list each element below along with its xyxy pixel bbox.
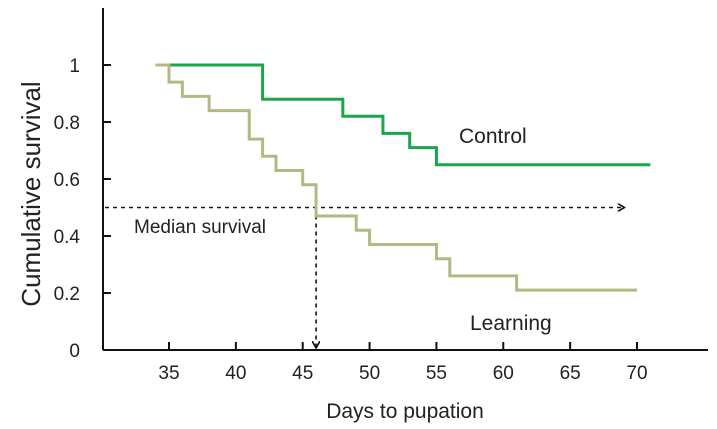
axes [102, 8, 708, 351]
y-tick-label: 0 [69, 341, 80, 362]
y-tick-label: 0.2 [54, 284, 80, 305]
series-line-learning [155, 63, 637, 292]
series-lines [155, 63, 651, 292]
labels: Days to pupation Cumulative survival Med… [16, 81, 552, 423]
x-tick-label: 65 [560, 363, 581, 384]
x-tick-label: 50 [359, 363, 380, 384]
x-ticks: 35 40 45 50 55 60 65 70 [158, 342, 648, 384]
y-axis-title: Cumulative survival [16, 81, 46, 306]
series-label-control: Control [459, 125, 527, 148]
x-tick-label: 60 [493, 363, 514, 384]
y-tick-label: 0.8 [54, 113, 80, 134]
x-tick-label: 55 [426, 363, 447, 384]
series-line-control [155, 63, 651, 167]
y-tick-label: 0.4 [54, 227, 81, 248]
y-tick-label: 0.6 [54, 170, 80, 191]
x-tick-label: 45 [292, 363, 313, 384]
y-ticks: 0 0.2 0.4 0.6 0.8 1 [54, 56, 111, 362]
x-tick-label: 35 [158, 363, 179, 384]
median-guides [105, 208, 624, 348]
median-survival-label: Median survival [134, 217, 266, 238]
x-axis-title: Days to pupation [326, 400, 484, 423]
x-tick-label: 40 [225, 363, 246, 384]
series-label-learning: Learning [470, 312, 552, 335]
y-tick-label: 1 [69, 56, 80, 77]
x-tick-label: 70 [626, 363, 647, 384]
